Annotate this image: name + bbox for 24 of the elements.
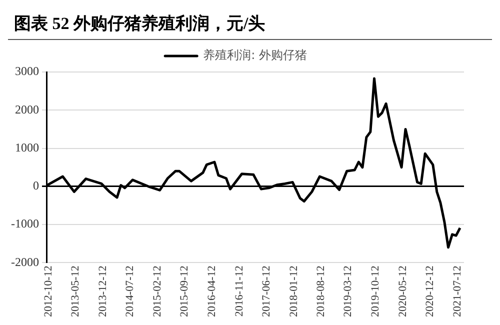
x-tick-label: 2017-06-12 (260, 266, 272, 317)
legend-label: 养殖利润: 外购仔猪 (203, 48, 307, 62)
x-tick-label: 2021-07-12 (451, 266, 464, 317)
y-tick-label: 0 (32, 178, 39, 193)
x-tick-label: 2020-12-12 (424, 266, 436, 317)
x-tick-label: 2019-10-12 (370, 266, 382, 317)
x-tick-label: 2018-08-12 (315, 266, 328, 317)
y-tick-label: 1000 (14, 140, 39, 154)
chart-title: 图表 52 外购仔猪养殖利润，元/头 (8, 8, 492, 40)
x-tick-label: 2014-07-12 (124, 266, 136, 317)
x-tick-label: 2018-01-12 (288, 266, 300, 317)
x-tick-label: 2016-04-12 (206, 266, 218, 317)
x-tick-label: 2012-10-12 (42, 266, 54, 317)
y-tick-label: 3000 (14, 64, 39, 78)
x-tick-label: 2015-02-12 (152, 266, 164, 317)
x-tick-label: 2016-11-12 (233, 266, 246, 317)
x-tick-label: 2015-09-12 (178, 266, 191, 317)
x-tick-label: 2019-03-12 (342, 266, 354, 317)
x-tick-label: 2020-05-12 (396, 266, 409, 317)
y-tick-label: 2000 (14, 102, 39, 116)
x-tick-label: 2013-05-12 (69, 266, 82, 317)
y-tick-label: -2000 (10, 254, 39, 269)
y-tick-label: -1000 (10, 216, 39, 231)
x-tick-label: 2013-12-12 (96, 266, 109, 317)
